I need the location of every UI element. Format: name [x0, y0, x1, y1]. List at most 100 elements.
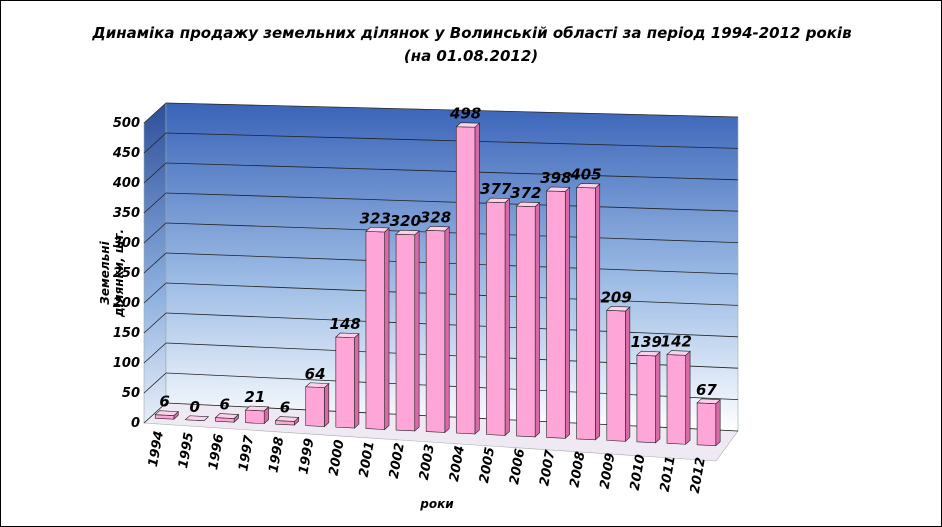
- gridline-side: [143, 222, 167, 244]
- bar-1994: [154, 410, 180, 420]
- data-label: 405: [569, 165, 601, 183]
- bar-side: [324, 382, 330, 428]
- y-tick-label: 50: [122, 386, 140, 401]
- bar-front: [245, 409, 265, 424]
- gridline: [165, 132, 739, 149]
- bar-top: [515, 201, 541, 207]
- bar-side: [564, 186, 570, 440]
- bar-side: [534, 201, 540, 438]
- bar-2005: [485, 197, 511, 437]
- data-label: 64: [305, 365, 326, 383]
- y-tick-label: 450: [112, 146, 140, 161]
- bar-side: [444, 226, 450, 434]
- bar-top: [244, 405, 270, 412]
- bar-front: [365, 231, 385, 430]
- bar-front: [305, 386, 325, 427]
- bar-front: [546, 190, 566, 439]
- chart-subtitle: (на 01.08.2012): [404, 47, 538, 65]
- gridline-side: [143, 282, 167, 304]
- bar-2011: [666, 350, 691, 445]
- bar-2002: [395, 229, 420, 432]
- x-tick-label: 1996: [206, 433, 227, 471]
- y-tick-label: 0: [131, 416, 140, 431]
- bar-2007: [545, 186, 571, 440]
- gridline: [165, 252, 739, 275]
- bar-top: [575, 183, 601, 189]
- x-tick-label: 2006: [507, 448, 528, 486]
- bar-2000: [335, 332, 360, 429]
- data-label: 6: [159, 393, 169, 411]
- gridline: [165, 192, 739, 212]
- bar-front: [576, 187, 596, 441]
- bar-top: [606, 306, 631, 312]
- gridline-side: [143, 102, 167, 124]
- x-tick-label: 2008: [567, 450, 588, 488]
- chart-title: Динаміка продажу земельних ділянок у Вол…: [91, 24, 851, 42]
- data-label: 67: [696, 381, 717, 399]
- bar-top: [395, 229, 420, 236]
- bar-top: [335, 332, 360, 339]
- bar-top: [425, 225, 450, 232]
- gridline: [165, 312, 739, 338]
- bar-side: [354, 333, 360, 429]
- bar-2009: [606, 306, 631, 442]
- bar-2006: [515, 201, 541, 438]
- bars: [154, 122, 721, 447]
- gridline-side: [143, 342, 167, 364]
- data-label: 0: [189, 398, 199, 416]
- x-tick-label: 2012: [688, 456, 709, 494]
- bar-top: [184, 415, 210, 421]
- bar-top: [696, 398, 721, 404]
- bar-1997: [244, 405, 270, 425]
- gridline: [165, 282, 739, 306]
- gridline-side: [143, 402, 167, 424]
- gridline: [165, 162, 739, 181]
- bar-side: [595, 183, 601, 441]
- y-axis-title-line1: Земельні: [98, 240, 112, 304]
- data-label: 21: [244, 388, 265, 406]
- bar-front: [425, 229, 446, 433]
- bar-2010: [636, 350, 661, 444]
- bar-2008: [575, 183, 601, 441]
- bar-side: [685, 350, 691, 445]
- data-label: 142: [661, 333, 692, 351]
- gridline-side: [143, 132, 167, 154]
- x-tick-label: 2010: [628, 453, 649, 491]
- y-tick-label: 500: [113, 116, 140, 131]
- x-tick-label: 2004: [447, 445, 468, 483]
- bar-top: [365, 227, 390, 233]
- bar-2003: [425, 225, 450, 434]
- bar-front: [696, 402, 717, 447]
- gridline-side: [143, 252, 167, 274]
- gridline: [165, 102, 739, 118]
- data-label: 398: [540, 169, 571, 187]
- data-label: 139: [631, 333, 662, 351]
- bar-front: [516, 205, 536, 438]
- y-tick-label: 150: [113, 326, 140, 341]
- bar-2004: [455, 122, 481, 435]
- bar-side: [625, 306, 631, 442]
- y-tick-label: 100: [113, 356, 140, 371]
- bar-side: [715, 398, 721, 447]
- gridline-side: [143, 192, 167, 214]
- data-label: 148: [330, 315, 361, 333]
- bar-2012: [696, 398, 721, 447]
- x-axis-title: роки: [419, 497, 454, 511]
- bar-1995: [184, 415, 210, 421]
- data-label: 209: [600, 288, 631, 306]
- bar-front: [606, 309, 626, 442]
- data-label: 320: [390, 212, 421, 230]
- x-tick-label: 2002: [387, 442, 408, 480]
- y-axis-ticks: 0 50 100 150 200 250 300 350 400 450 500: [112, 116, 140, 431]
- bar-side: [384, 227, 390, 431]
- bar-front: [666, 354, 686, 445]
- bar-top: [154, 410, 180, 416]
- x-axis-ticks: 1994 1995 1996 1997 1998 1999 2000 2001 2002 2003…: [146, 430, 709, 495]
- bar-2001: [365, 227, 390, 431]
- y-tick-label: 300: [113, 236, 140, 251]
- x-tick-label: 2003: [417, 443, 438, 481]
- bar-front: [486, 201, 506, 436]
- y-axis-title: Земельні ділянки, шт.: [98, 229, 126, 318]
